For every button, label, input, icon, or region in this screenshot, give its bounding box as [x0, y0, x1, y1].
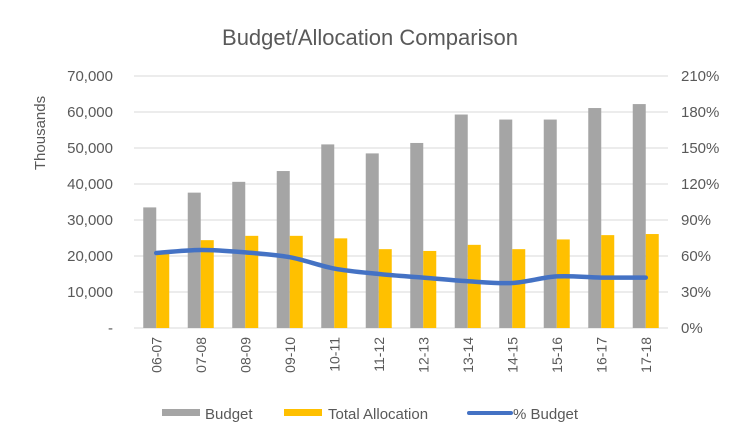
bar-budget	[499, 119, 513, 328]
legend: Budget Total Allocation % Budget	[162, 406, 579, 423]
bar-budget	[187, 192, 201, 328]
y2-tick-label: 90%	[681, 212, 711, 229]
legend-swatch-budget	[162, 409, 200, 416]
x-tick-label: 17-18	[638, 337, 654, 373]
bar-total-allocation	[334, 238, 348, 328]
bar-total-allocation	[556, 239, 570, 328]
legend-label-budget: % Budget	[513, 406, 579, 423]
x-tick-label: 09-10	[282, 337, 298, 373]
bar-total-allocation	[378, 249, 392, 328]
bar-total-allocation	[601, 235, 615, 328]
x-tick-label: 13-14	[460, 337, 476, 373]
legend-label-budget: Budget	[205, 406, 253, 423]
x-tick-label: 14-15	[504, 337, 520, 373]
gridlines	[134, 75, 668, 329]
x-tick-label: 16-17	[593, 337, 609, 373]
bar-budget	[232, 181, 246, 328]
x-tick-label: 10-11	[326, 337, 342, 372]
bar-budget	[321, 144, 335, 328]
percent-line	[154, 247, 648, 286]
x-tick-label: 06-07	[148, 337, 164, 373]
bar-budget	[143, 207, 157, 328]
bar-budget	[454, 114, 468, 329]
y2-tick-label: 120%	[681, 176, 719, 193]
x-tick-label: 11-12	[371, 337, 387, 372]
bar-total-allocation	[245, 235, 259, 328]
x-tick-label: 08-09	[237, 337, 253, 373]
bar-budget	[588, 108, 602, 328]
y2-tick-label: 60%	[681, 248, 711, 265]
y2-tick-label: 210%	[681, 68, 719, 85]
bar-budget	[410, 142, 424, 328]
x-tick-label: 15-16	[549, 337, 565, 373]
x-tick-label: 12-13	[415, 337, 431, 373]
y-tick-label: 50,000	[67, 140, 113, 157]
bar-budget	[632, 104, 646, 328]
y-tick-label: 70,000	[67, 68, 113, 85]
y2-tick-label: 180%	[681, 104, 719, 121]
bars	[143, 104, 659, 329]
bar-budget	[365, 153, 379, 328]
x-tick-label: 07-08	[193, 337, 209, 373]
y-tick-label: 30,000	[67, 212, 113, 229]
y-axis-label: Thousands	[32, 96, 49, 170]
y2-tick-label: 0%	[681, 320, 703, 337]
y-tick-label: 20,000	[67, 248, 113, 265]
y-tick-label: -	[108, 320, 113, 337]
bar-budget	[543, 119, 557, 328]
x-axis-ticks: 06-07 07-08 08-09 09-10 10-11 11-12 12-13 13-14…	[148, 337, 654, 373]
legend-label-total-allocation: Total Allocation	[328, 406, 428, 423]
bar-total-allocation	[423, 250, 437, 328]
y-tick-label: 10,000	[67, 284, 113, 301]
y-tick-label: 40,000	[67, 176, 113, 193]
bar-total-allocation	[200, 240, 214, 328]
y2-tick-label: 30%	[681, 284, 711, 301]
bar-total-allocation	[156, 253, 170, 328]
y-axis-ticks: - 10,000 20,000 30,000 40,000 50,000 60,000 70,…	[67, 68, 113, 337]
y-tick-label: 60,000	[67, 104, 113, 121]
bar-total-allocation	[645, 234, 659, 328]
chart-title: Budget/Allocation Comparison	[222, 25, 518, 50]
bar-total-allocation	[467, 244, 481, 328]
bar-total-allocation	[512, 249, 526, 328]
y2-tick-label: 150%	[681, 140, 719, 157]
y2-axis-ticks: 0% 30% 60% 90% 120% 150% 180% 210%	[681, 68, 719, 337]
bar-total-allocation	[289, 235, 303, 328]
bar-budget	[276, 171, 290, 328]
legend-swatch-total-allocation	[284, 409, 322, 416]
line-percent-budget	[154, 247, 648, 286]
